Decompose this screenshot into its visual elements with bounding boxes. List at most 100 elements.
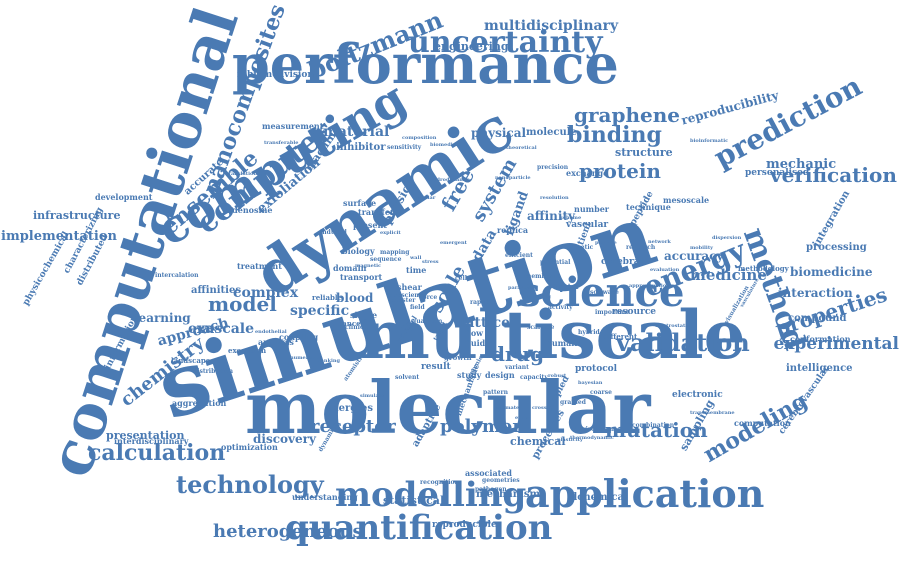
word-lattice: lattice [460,314,511,331]
word-wall: wall [410,255,422,261]
word-transfer: transfer [358,206,395,217]
word-combination: combination [632,422,675,430]
word-cross: cross [532,405,547,411]
word-methodology: methodology [738,264,789,274]
word-important: important [595,309,629,317]
word-interdisciplinary: interdisciplinary [114,435,189,446]
word-reproducible: reproducible [432,519,497,530]
word-discovery: discovery [253,432,316,447]
word-numerical: numerical [290,355,319,361]
word-mechanic: mechanic [766,156,837,172]
word-magnetic: magnetic [355,263,382,269]
word-cluster: cluster [392,297,416,305]
word-research: research [626,244,656,252]
word-result: result [421,361,451,372]
word-capacity: capacity [520,374,548,382]
word-thermodynamic: thermodynamic [570,435,614,441]
word-engineering: engineering [434,40,509,54]
word-multiscale: multiscale [360,296,746,375]
word-pattern: pattern [483,389,508,397]
word-design: design [485,369,515,380]
word-calculation: calculation [88,440,226,467]
word-solvent: solvent [395,374,420,382]
word-processing: processing [806,242,867,253]
word-biomedical: biomedical [430,142,461,148]
word-single: single [350,309,378,320]
word-resolution: resolution [540,195,569,201]
word-activity: activity [548,304,573,312]
word-landscape: landscape [171,356,211,366]
word-kinetic: kinetic [570,244,594,252]
word-optimization: optimization [221,441,278,452]
word-surface: surface [343,197,377,208]
word-coarse: coarse [590,389,612,397]
word-mesoscale: mesoscale [663,194,710,205]
word-clinical: clinical [345,324,370,332]
word-field: field [410,304,425,312]
word-multidisciplinary: multidisciplinary [484,17,619,34]
word-translation: translation [226,171,257,177]
word-scheme: scheme [560,215,582,221]
word-hydrodynamic: hydrodynamic [430,177,470,183]
word-computation: computation [734,417,791,428]
word-distribution: distribution [193,368,234,376]
word-estimate: estimate [495,405,520,411]
word-polymer: polymer [440,415,522,437]
word-biomedicine: biomedicine [790,265,873,280]
word-complex: complex [233,284,299,301]
word-pathogen: pathogen [475,486,507,494]
word-cancer: cancer [338,319,365,329]
word-receptor: receptor [310,415,396,437]
word-potential: potential [540,259,571,267]
word-vascular: vascular [566,219,609,230]
word-treatment: treatment [237,260,282,271]
word-learning: learning [134,311,191,326]
word-mapping: mapping [380,249,410,257]
word-growth: growth [444,353,472,363]
word-number: number [574,203,609,214]
word-energies: energies [325,403,374,414]
word-accuracy: accuracy [664,249,724,264]
word-graphene: graphene [574,103,680,127]
word-molecular: molecular [245,365,651,451]
word-hybrid: hybrid [578,329,600,337]
word-induced: induced [320,229,347,237]
word-validation: validation [616,327,750,357]
word-force: force [420,294,438,302]
word-implementation: implementation [1,228,117,244]
word-infrastructure: infrastructure [33,209,121,223]
word-personalised: personalised [745,167,810,178]
word-transport: transport [340,271,383,282]
word-scalable: scalable [527,324,555,332]
word-environment: environment [574,426,617,434]
word-drug: drug [491,342,545,366]
word-shear: shear [397,281,422,292]
word-transferable: transferable [264,140,299,146]
word-network: network [648,239,671,245]
word-simulate: simulate [360,393,385,399]
word-application: application [525,470,765,516]
word-approximation: approximation [629,283,670,289]
word-experimental: experimental [773,334,899,355]
word-electrostatic: electrostatic [655,323,691,329]
word-protein: protein [579,159,661,183]
word-precision: precision [537,164,569,172]
word-rapid: rapid [470,299,488,307]
word-different: different [603,332,638,342]
word-cerebral: cerebral [601,256,643,267]
word-biology: biology [342,245,375,256]
word-theoretical: theoretical [506,145,537,151]
word-exascience: exascience [390,292,427,300]
word-plasticity: plasticity [557,437,583,443]
word-sensitivity: sensitivity [387,144,422,152]
word-conformation: conformation [790,333,851,344]
word-mutation: mutation [605,418,708,442]
word-grained: grained [560,399,586,407]
word-evaluation: evaluation [650,267,680,273]
word-technology: technology [176,469,324,499]
word-mechanism: mechanism [476,489,541,500]
word-emergent: emergent [440,240,467,246]
word-exascale: exascale [188,320,255,337]
word-endothelial: endothelial [255,329,287,335]
word-technique: technique [626,201,671,212]
